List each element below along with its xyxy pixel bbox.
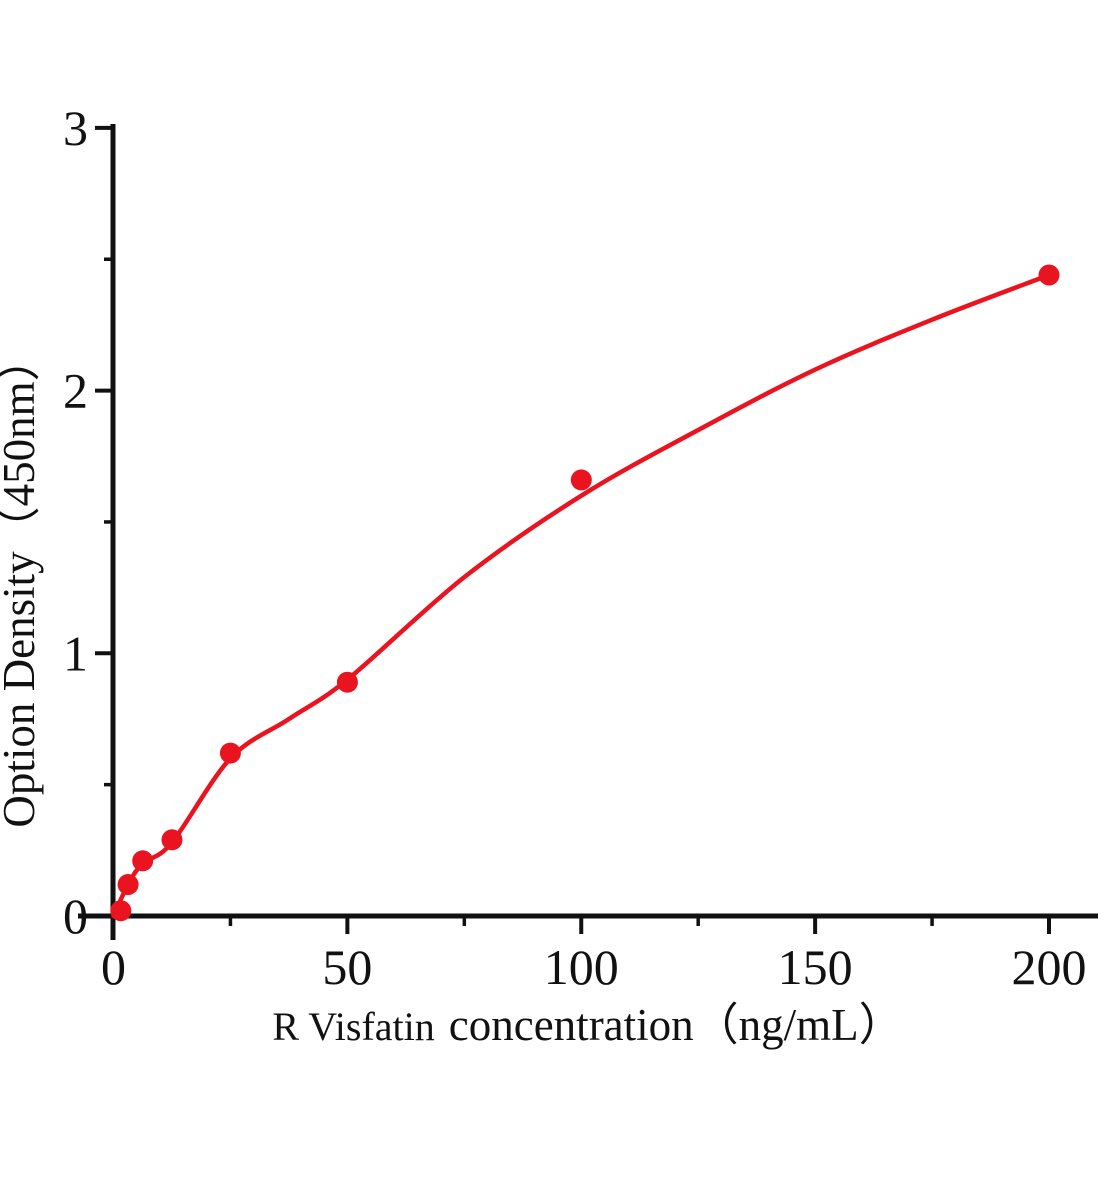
x-tick-label: 100 xyxy=(544,939,619,995)
data-points xyxy=(110,264,1060,922)
data-point xyxy=(161,829,183,851)
x-tick-label: 0 xyxy=(101,939,126,995)
fit-curve xyxy=(111,272,1052,919)
data-point xyxy=(570,469,592,491)
data-point xyxy=(336,671,358,693)
data-point xyxy=(1038,264,1060,286)
y-axis-title: Option Density（450nm） xyxy=(0,336,44,827)
data-point xyxy=(132,850,154,872)
x-axis-title-main: concentration（ng/mL） xyxy=(449,1000,904,1050)
y-tick-label: 3 xyxy=(63,100,88,156)
y-tick-label: 0 xyxy=(63,888,88,944)
y-axis-ticks: 0 1 2 3 xyxy=(63,100,113,944)
y-tick-label: 1 xyxy=(63,625,88,681)
x-tick-label: 50 xyxy=(322,939,372,995)
x-axis-ticks: 0 50 100 150 200 xyxy=(101,916,1087,995)
x-tick-label: 200 xyxy=(1012,939,1087,995)
x-axis-title-prefix: R Visfatin xyxy=(272,1004,434,1049)
x-tick-label: 150 xyxy=(778,939,853,995)
x-axis-title: R Visfatin concentration（ng/mL） xyxy=(272,1000,903,1050)
y-tick-label: 2 xyxy=(63,363,88,419)
data-point xyxy=(117,874,139,895)
data-point xyxy=(110,900,132,922)
data-point xyxy=(219,742,241,764)
